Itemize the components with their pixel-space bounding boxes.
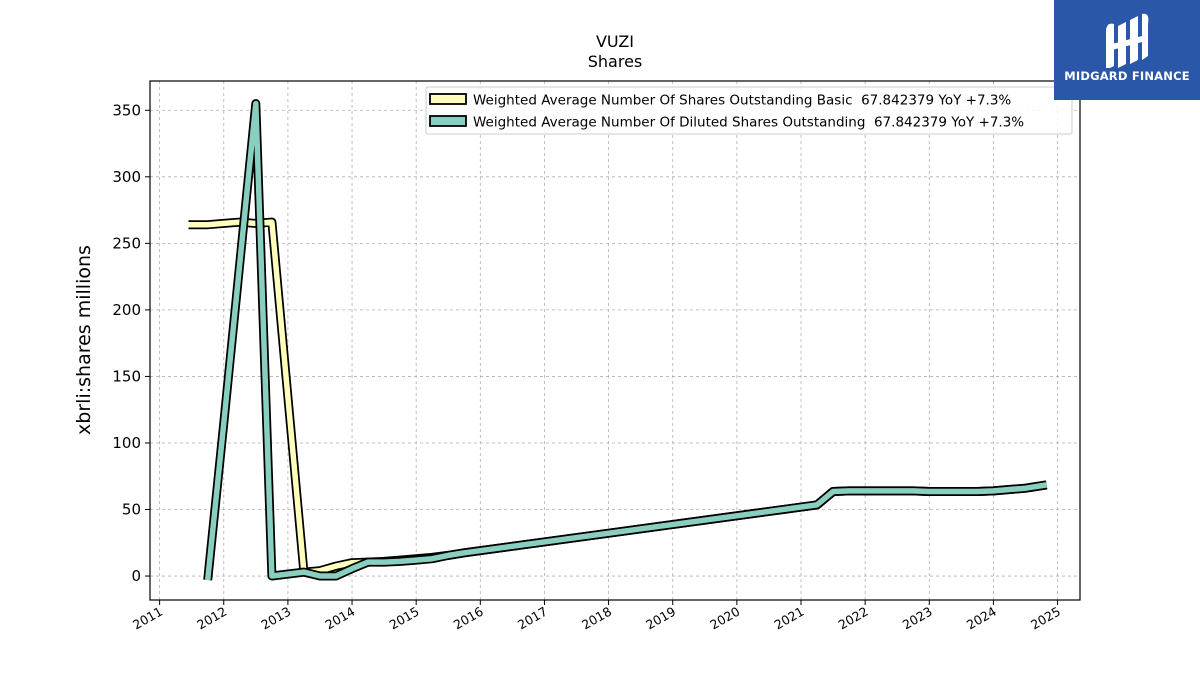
y-axis: 0 50 100 150 200 250 300 350	[112, 101, 150, 585]
plot-frame	[149, 80, 1081, 601]
y-tick-label: 300	[112, 168, 141, 186]
y-tick-label: 350	[112, 101, 141, 119]
y-tick-label: 250	[112, 234, 141, 252]
legend: Weighted Average Number Of Shares Outsta…	[425, 86, 1073, 135]
legend-label-diluted: Weighted Average Number Of Diluted Share…	[473, 115, 1024, 131]
chart-title: VUZI	[596, 32, 634, 51]
series-line-outline-1	[203, 99, 1048, 581]
legend-swatch-diluted	[429, 115, 467, 127]
legend-box	[425, 86, 1073, 135]
legend-swatch-basic	[429, 93, 467, 105]
x-tick-label: 2025	[1028, 604, 1063, 633]
x-tick-label: 2014	[322, 604, 357, 633]
x-tick-label: 2021	[771, 604, 806, 633]
x-tick-label: 2024	[964, 604, 999, 633]
y-tick-label: 100	[112, 434, 141, 452]
x-tick-label: 2012	[194, 604, 229, 633]
x-tick-label: 2015	[387, 604, 422, 633]
grid	[150, 81, 1080, 600]
y-tick-label: 0	[131, 567, 141, 585]
x-tick-label: 2022	[836, 604, 871, 633]
logo-mark-icon	[1106, 13, 1149, 68]
series-line-0	[188, 219, 1048, 575]
chart-subtitle: Shares	[588, 52, 643, 71]
series-line-outline-0	[188, 217, 1048, 577]
y-tick-label: 150	[112, 367, 141, 385]
x-tick-label: 2013	[258, 604, 293, 633]
x-tick-label: 2016	[451, 604, 486, 633]
x-tick-label: 2011	[130, 604, 165, 633]
legend-label-basic: Weighted Average Number Of Shares Outsta…	[473, 93, 1011, 109]
series-layer	[188, 99, 1048, 581]
y-axis-label: xbrli:shares millions	[73, 245, 95, 435]
y-tick-label: 50	[122, 501, 141, 519]
x-axis: 2011 2012 2013 2014 2015 2016 2017 2018 2019 2020…	[130, 600, 1063, 633]
y-tick-label: 200	[112, 301, 141, 319]
logo-text: MIDGARD FINANCE	[1064, 69, 1190, 83]
x-tick-label: 2017	[515, 604, 550, 633]
series-line-1	[204, 100, 1048, 581]
x-tick-label: 2020	[707, 604, 742, 633]
x-tick-label: 2023	[900, 604, 935, 633]
x-tick-label: 2019	[643, 604, 678, 633]
midgard-finance-logo: MIDGARD FINANCE	[1054, 0, 1200, 100]
x-tick-label: 2018	[579, 604, 614, 633]
